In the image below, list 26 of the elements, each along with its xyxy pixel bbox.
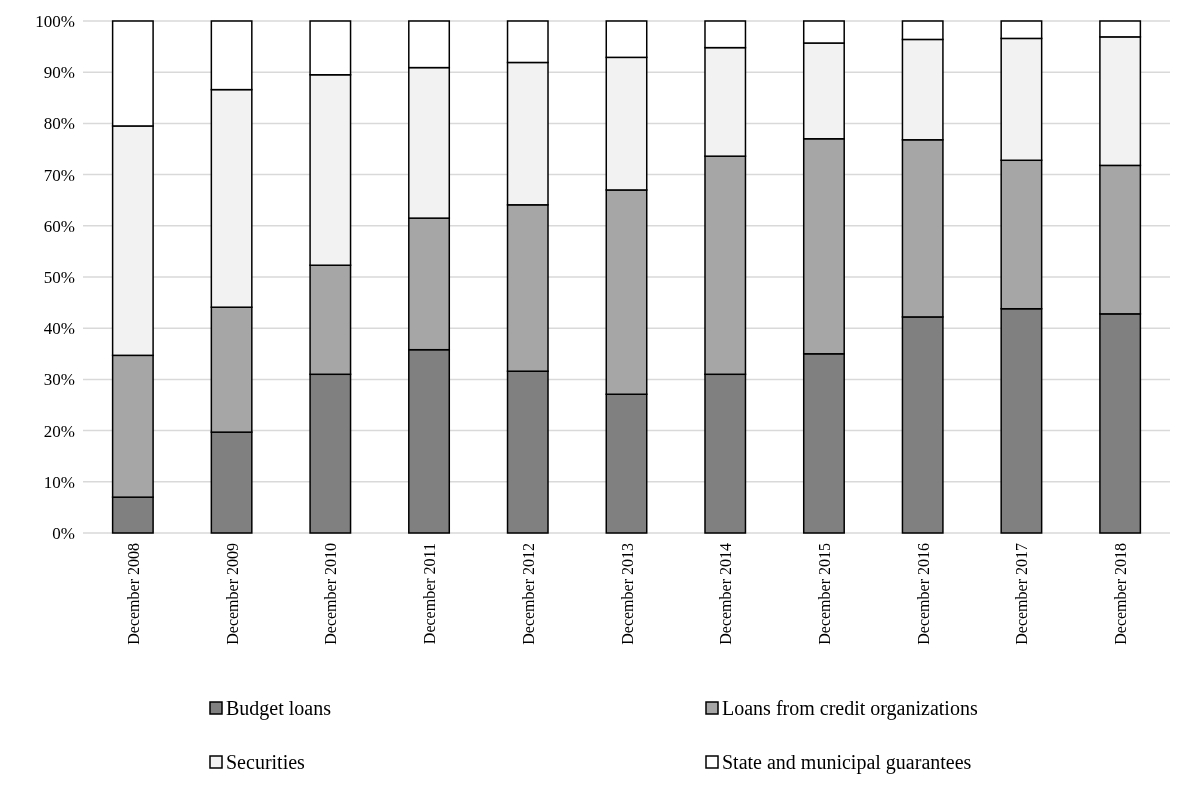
x-tick-label: December 2016: [914, 543, 932, 645]
y-tick-label: 90%: [43, 63, 75, 83]
legend-label: Loans from credit organizations: [722, 697, 978, 720]
y-tick-label: 30%: [43, 370, 75, 390]
x-tick-label: December 2009: [223, 543, 241, 645]
y-tick-label: 0%: [52, 523, 75, 543]
y-tick-label: 60%: [43, 216, 75, 236]
x-tick-label: December 2017: [1013, 543, 1031, 645]
x-tick-label: December 2008: [124, 543, 142, 645]
x-tick-label: December 2010: [322, 543, 340, 645]
legend-label: Budget loans: [226, 697, 332, 720]
y-tick-label: 70%: [43, 165, 75, 185]
x-tick-label: December 2015: [815, 543, 833, 645]
x-tick-label: December 2014: [717, 543, 735, 645]
y-tick-label: 20%: [43, 421, 75, 441]
y-tick-label: 10%: [43, 472, 75, 492]
x-tick-label: December 2012: [519, 543, 537, 645]
legend-label: State and municipal guarantees: [722, 751, 972, 774]
y-tick-label: 80%: [43, 114, 75, 134]
y-tick-label: 100%: [35, 11, 75, 31]
legend-label: Securities: [226, 751, 306, 773]
x-tick-label: December 2011: [421, 543, 439, 645]
x-tick-label: December 2013: [618, 543, 636, 645]
y-tick-label: 50%: [43, 267, 75, 287]
y-tick-label: 40%: [43, 319, 75, 339]
x-tick-label: December 2018: [1112, 543, 1130, 645]
